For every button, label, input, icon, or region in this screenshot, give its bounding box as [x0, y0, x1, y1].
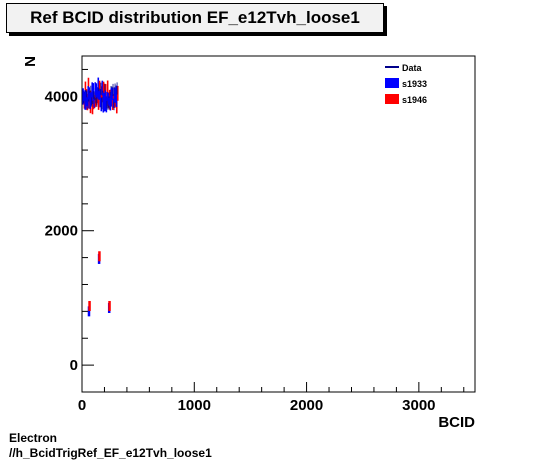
x-tick-label: 0: [78, 397, 86, 414]
legend-label: s1946: [402, 95, 427, 105]
data-point: [108, 300, 111, 311]
legend-label: s1933: [402, 79, 427, 89]
x-tick-label: 3000: [402, 397, 435, 414]
legend-swatch: [385, 94, 399, 104]
chart-title: Ref BCID distribution EF_e12Tvh_loose1: [6, 3, 384, 33]
x-tick-label: 2000: [290, 397, 323, 414]
legend-swatch: [385, 78, 399, 88]
data-point: [87, 306, 91, 317]
x-tick-label: 1000: [178, 397, 211, 414]
footer-histogram-path: //h_BcidTrigRef_EF_e12Tvh_loose1: [9, 446, 212, 460]
y-tick-label: 2000: [45, 223, 78, 240]
data-point: [88, 300, 91, 311]
x-axis-label: BCID: [438, 414, 475, 431]
y-axis-label: N: [22, 56, 39, 67]
footer-label: Electron: [9, 431, 58, 445]
legend-label: Data: [402, 63, 423, 73]
y-tick-label: 4000: [45, 88, 78, 105]
y-tick-label: 0: [70, 357, 78, 374]
data-point: [98, 251, 101, 262]
plot-frame: [81, 55, 476, 393]
legend: Data s1933 s1946: [385, 63, 427, 105]
